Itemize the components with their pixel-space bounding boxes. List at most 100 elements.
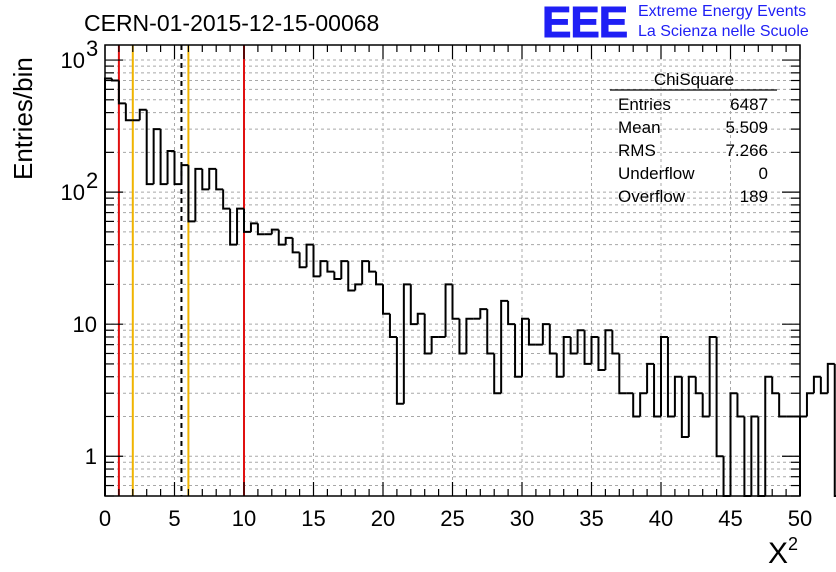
stats-row-value: 189 (740, 187, 768, 206)
histogram-bin (514, 324, 522, 378)
histogram-bin (243, 208, 251, 233)
histogram-bin (423, 313, 432, 355)
histogram-bin (465, 317, 474, 354)
stats-row-value: 6487 (730, 95, 768, 114)
histogram-bin (458, 318, 467, 355)
histogram-bin (319, 260, 328, 277)
histogram-bin (764, 375, 773, 496)
plot-frame (104, 44, 801, 497)
histogram-bin (347, 261, 356, 292)
histogram-bin (194, 167, 203, 222)
y-tick-label-exponent: 3 (86, 36, 98, 61)
histogram-bin (124, 103, 133, 122)
x-tick-label: 30 (510, 506, 534, 531)
histogram-bin (576, 329, 585, 354)
x-tick-label: 10 (232, 506, 256, 531)
histogram-bin (736, 393, 745, 418)
histogram-bin (430, 335, 439, 354)
histogram-bin (312, 244, 321, 278)
grid-lines (105, 45, 800, 496)
chart-title: CERN-01-2015-12-15-00068 (84, 10, 380, 36)
histogram-bin (117, 80, 126, 105)
histogram-bin (326, 261, 335, 273)
histogram-bin (618, 353, 627, 395)
histogram-bin (416, 312, 425, 325)
histogram-bin (138, 108, 147, 121)
histogram-bin (173, 150, 182, 186)
histogram-bin (569, 336, 578, 355)
histogram-bin (298, 252, 307, 269)
histogram-bin (694, 376, 703, 395)
x-tick-label: 20 (371, 506, 395, 531)
stats-row-label: Overflow (618, 187, 686, 206)
axis-ticks (104, 45, 801, 497)
histogram-bin (666, 336, 675, 418)
histogram-bin (493, 353, 502, 395)
histogram-bin (375, 271, 383, 286)
x-tick-label: 5 (168, 506, 180, 531)
x-tick-label: 35 (579, 506, 603, 531)
histogram-bin (340, 260, 349, 279)
histogram-bin (590, 335, 599, 364)
histogram-bin (354, 283, 363, 291)
x-tick-label: 50 (788, 506, 812, 531)
histogram-bin (771, 376, 780, 395)
histogram-bin (249, 222, 258, 232)
x-tick-label: 0 (99, 506, 111, 531)
histogram-bin (361, 260, 370, 285)
stats-row-label: Underflow (618, 164, 695, 183)
stats-box: ChiSquare Entries 6487 Mean 5.509 RMS 7.266 Un… (610, 70, 777, 206)
histogram-bin (305, 243, 314, 268)
logo-caption-line2: La Scienza nelle Scuole (638, 23, 809, 40)
eee-logo: EEE (541, 0, 628, 48)
y-tick-label-exponent: 2 (86, 168, 98, 193)
y-tick-label: 10 (73, 312, 97, 337)
histogram-bin (639, 392, 648, 417)
histogram-bin (729, 392, 738, 496)
histogram-bin (222, 189, 231, 210)
histogram-bin (826, 362, 835, 394)
x-tick-label: 40 (649, 506, 673, 531)
histogram-bin (180, 164, 189, 185)
histogram-bin (715, 336, 724, 458)
histogram-bin (500, 299, 509, 394)
x-axis-title-superscript: 2 (788, 534, 798, 554)
histogram-bin (208, 167, 217, 190)
histogram-bin (402, 283, 411, 404)
y-axis-title: Entries/bin (8, 57, 38, 180)
histogram-bin (187, 165, 196, 223)
x-tick-label: 45 (718, 506, 742, 531)
histogram-bin (333, 271, 342, 280)
histogram-bin (444, 283, 453, 337)
stats-row-value: 5.509 (725, 118, 768, 137)
histogram-bin (541, 323, 550, 345)
stats-row-label: Mean (618, 118, 661, 137)
histogram-bin (833, 363, 836, 497)
stats-rows: Entries 6487 Mean 5.509 RMS 7.266 Underflow 0 Ov… (618, 95, 768, 206)
stats-row-value: 7.266 (725, 141, 768, 160)
y-tick-label: 1 (85, 444, 97, 469)
histogram-bin (277, 229, 286, 246)
histogram-bin (750, 415, 759, 496)
histogram-bin (673, 375, 682, 417)
histogram-bin (236, 207, 244, 245)
histogram-bin (166, 149, 175, 185)
histogram-bin (159, 129, 168, 186)
histogram-bin (388, 313, 397, 338)
histogram-bin (660, 335, 668, 417)
histogram-bin (215, 168, 224, 191)
histogram-bin (805, 392, 814, 417)
histogram-bin (819, 376, 828, 395)
x-tick-label: 15 (301, 506, 325, 531)
histogram-bin (382, 284, 390, 315)
histogram-bin (548, 324, 557, 355)
y-tick-label: 10 (61, 48, 85, 73)
histogram-bin (409, 284, 418, 326)
x-tick-label: 25 (440, 506, 464, 531)
histogram-bin (653, 363, 661, 418)
histogram-bin (451, 284, 460, 320)
histogram-bin (701, 393, 710, 418)
histogram-bin (201, 168, 210, 191)
